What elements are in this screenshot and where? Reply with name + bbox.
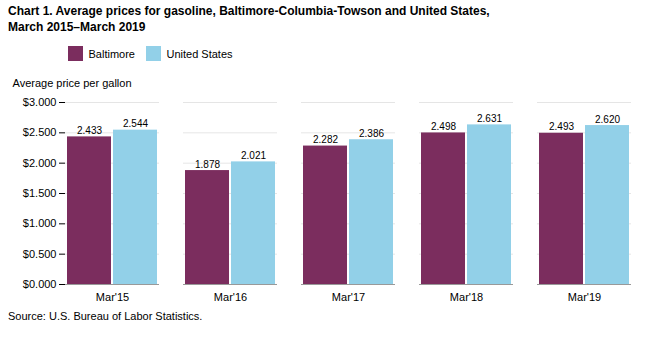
svg-text:$0.500: $0.500 (23, 247, 57, 259)
svg-text:Average price per gallon: Average price per gallon (13, 77, 132, 89)
svg-text:2.620: 2.620 (595, 113, 620, 124)
svg-text:Mar'19: Mar'19 (568, 291, 601, 303)
svg-text:$2.000: $2.000 (23, 156, 57, 168)
svg-text:$1.000: $1.000 (23, 217, 57, 229)
svg-text:Mar'18: Mar'18 (450, 291, 483, 303)
html-text:Chart 1. Average prices for ga: Chart 1. Average prices for gasoline, Ba… (8, 4, 490, 34)
svg-text:$3.000: $3.000 (23, 96, 57, 108)
html-text:United States: United States (166, 47, 233, 60)
svg-text:2.544: 2.544 (123, 118, 148, 129)
svg-text:Mar'17: Mar'17 (332, 291, 365, 303)
svg-text:$2.500: $2.500 (23, 126, 57, 138)
html-text:Source: U.S. Bureau of Labor S: Source: U.S. Bureau of Labor Statistics. (8, 309, 203, 322)
svg-text:$1.500: $1.500 (23, 187, 57, 199)
svg-text:1.878: 1.878 (195, 158, 220, 169)
svg-text:2.433: 2.433 (77, 125, 102, 136)
svg-text:2.493: 2.493 (549, 121, 574, 132)
svg-text:Mar'15: Mar'15 (96, 291, 129, 303)
svg-text:2.498: 2.498 (431, 121, 456, 132)
svg-text:$0.000: $0.000 (23, 278, 57, 290)
html-text:Baltimore: Baltimore (88, 47, 135, 60)
svg-text:2.386: 2.386 (359, 128, 384, 139)
svg-text:2.631: 2.631 (477, 113, 502, 124)
svg-text:2.021: 2.021 (241, 150, 266, 161)
svg-text:Mar'16: Mar'16 (214, 291, 247, 303)
svg-text:2.282: 2.282 (313, 134, 338, 145)
